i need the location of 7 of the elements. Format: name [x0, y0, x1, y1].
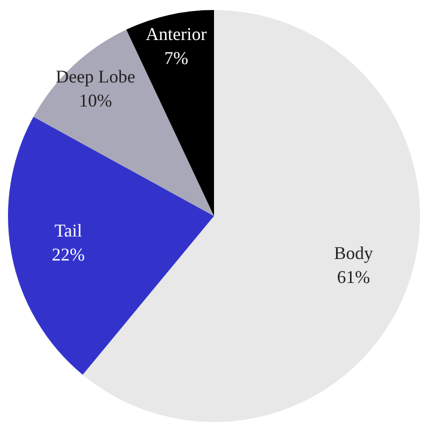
slice-label: Body [334, 242, 374, 263]
slice-label: Anterior [146, 24, 207, 44]
slice-label: Tail [54, 220, 82, 241]
data-label: 22% [52, 244, 85, 265]
data-label: 7% [164, 48, 188, 68]
data-label: 10% [79, 90, 112, 111]
data-label: 61% [337, 266, 370, 287]
